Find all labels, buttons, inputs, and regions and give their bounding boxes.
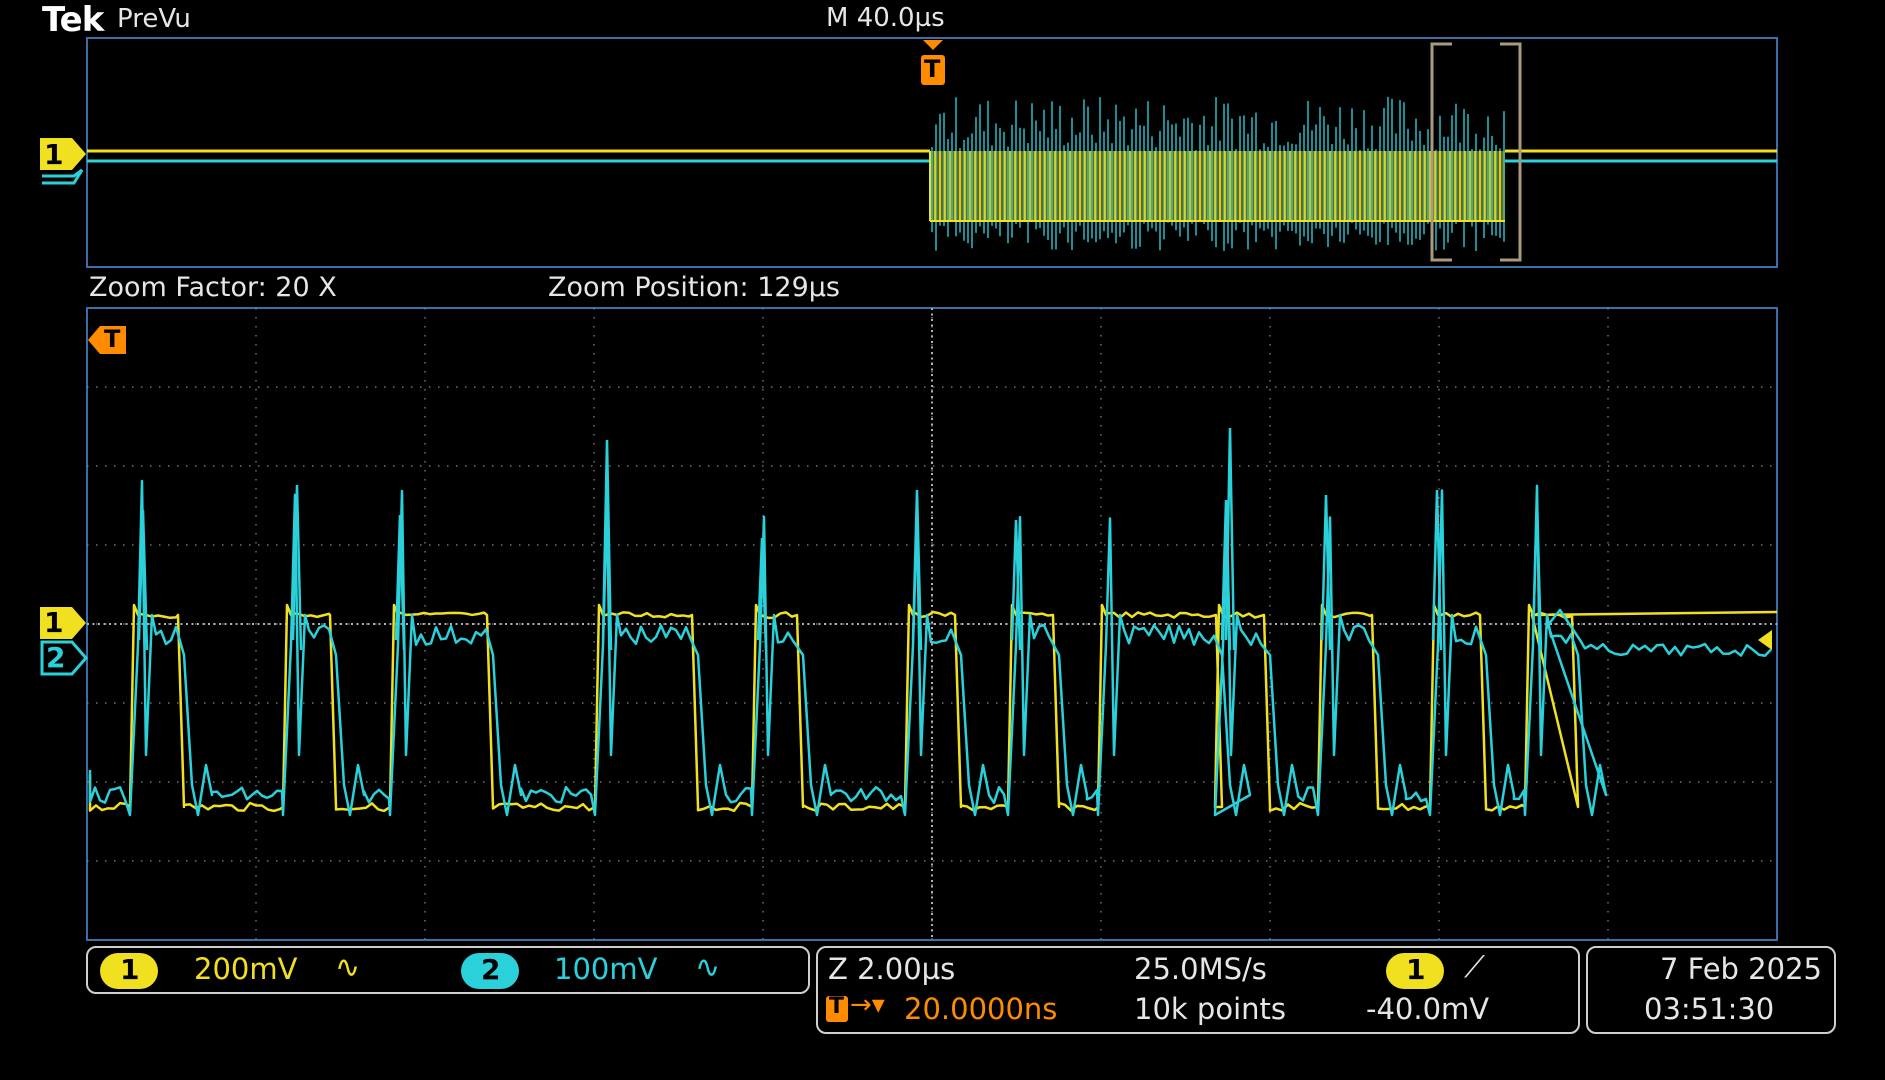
channel-info-box[interactable]: 1 200mV ∿ 2 100mV ∿ xyxy=(86,946,810,994)
overview-ch1-marker[interactable] xyxy=(40,138,86,185)
zoom-ch2-label: 2 xyxy=(46,641,66,674)
rising-edge-icon: ⟋ xyxy=(1464,950,1485,985)
zoom-bracket-left[interactable] xyxy=(1430,42,1452,262)
horizontal-scale: M 40.0µs xyxy=(826,3,945,33)
ch1-scale: 200mV xyxy=(194,952,298,986)
datetime-box[interactable]: 7 Feb 2025 03:51:30 xyxy=(1586,946,1836,1034)
ch1-badge[interactable]: 1 xyxy=(100,953,158,989)
acquisition-mode: PreVu xyxy=(117,4,191,34)
overview-waveforms xyxy=(87,96,1777,251)
overview-trigger-marker[interactable] xyxy=(921,40,945,85)
zoom-ch1-label: 1 xyxy=(44,606,64,639)
graticule xyxy=(87,308,1777,940)
trigger-level: -40.0mV xyxy=(1366,992,1490,1026)
ac-wave-icon: ∿ xyxy=(695,950,721,985)
ch2-scale: 100mV xyxy=(554,952,658,986)
zoom-position: Zoom Position: 129µs xyxy=(548,272,841,303)
ch1-badge-label: 1 xyxy=(120,953,140,986)
time: 03:51:30 xyxy=(1644,992,1775,1026)
zoom-ch1-marker[interactable] xyxy=(40,607,86,639)
trigger-source-badge[interactable]: 1 xyxy=(1386,953,1444,989)
zoom-trigger-marker[interactable] xyxy=(88,326,126,354)
ch2-badge[interactable]: 2 xyxy=(461,953,519,989)
record-length: 10k points xyxy=(1134,992,1286,1026)
overview-trigger-label: T xyxy=(924,55,941,83)
overview-ch1-label: 1 xyxy=(44,138,64,171)
zoom-factor: Zoom Factor: 20 X xyxy=(89,272,337,303)
trigger-source-label: 1 xyxy=(1406,953,1426,986)
date: 7 Feb 2025 xyxy=(1659,952,1822,986)
trigger-level-marker[interactable] xyxy=(1758,630,1772,650)
brand-logo: Tek xyxy=(42,0,104,40)
zoom-ch2-marker[interactable] xyxy=(40,640,88,676)
ac-wave-icon: ∿ xyxy=(335,950,361,985)
ch2-badge-label: 2 xyxy=(481,953,501,986)
zoom-time-scale: Z 2.00µs xyxy=(828,952,956,986)
acquisition-info-box[interactable]: Z 2.00µs T →▾ 20.0000ns 25.0MS/s 10k poi… xyxy=(816,946,1580,1034)
trigger-delay-icon: T xyxy=(826,994,848,1022)
trigger-delay: 20.0000ns xyxy=(904,992,1058,1026)
zoom-waveforms xyxy=(88,427,1778,817)
zoom-trigger-label: T xyxy=(104,325,121,353)
zoom-bracket-right[interactable] xyxy=(1500,42,1522,262)
arrow-right-icon: →▾ xyxy=(850,990,885,1020)
sample-rate: 25.0MS/s xyxy=(1134,952,1267,986)
